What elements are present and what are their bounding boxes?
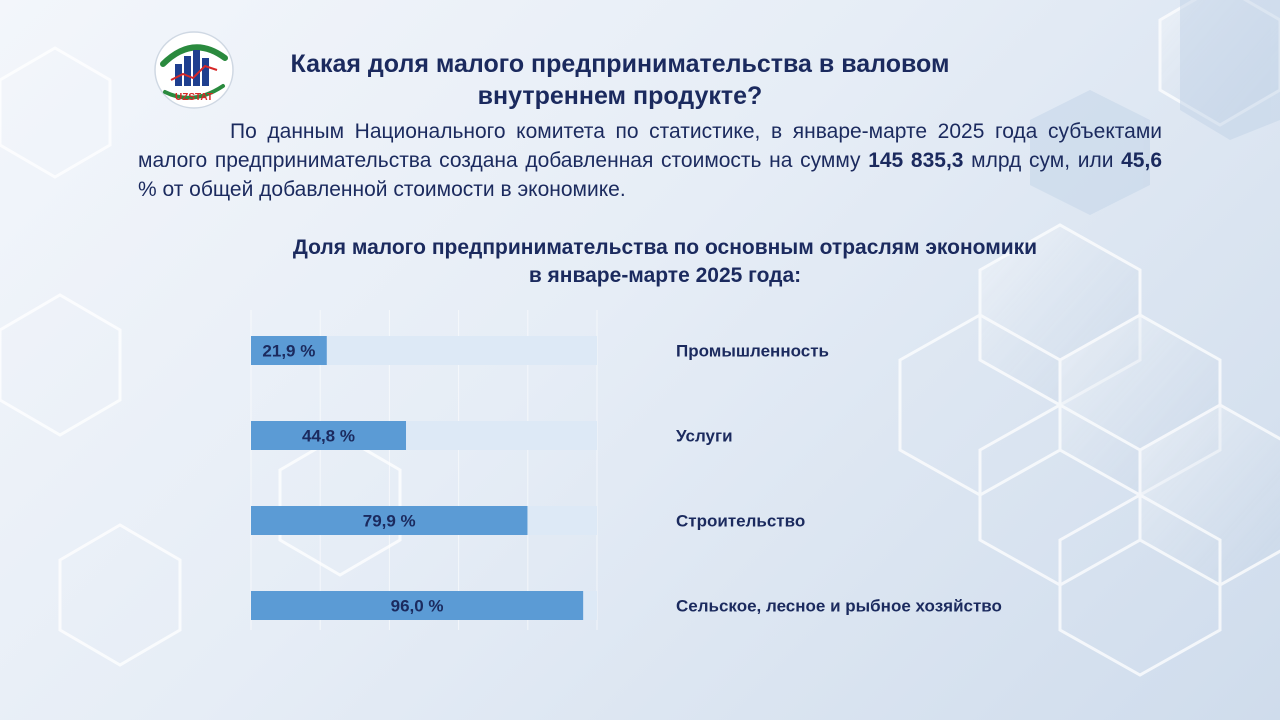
intro-paragraph: По данным Национального комитета по стат… (138, 117, 1162, 204)
intro-text-part1: По данным Национального комитета по стат… (138, 120, 1162, 172)
uzstat-logo: UZSTAT (154, 31, 234, 109)
chart-title: Доля малого предпринимательства по основ… (190, 234, 1140, 290)
bar-value-label: 44,8 % (302, 427, 355, 446)
chart-title-line2: в январе-марте 2025 года: (528, 264, 802, 287)
intro-text-part3: % от общей добавленной стоимости в эконо… (138, 178, 626, 201)
category-label: Услуги (676, 427, 733, 446)
intro-share: 45,6 (1121, 149, 1162, 172)
category-label: Сельское, лесное и рыбное хозяйство (676, 597, 1002, 616)
bar (251, 421, 407, 450)
category-label: Промышленность (676, 342, 829, 361)
bar-value-label: 79,9 % (363, 512, 416, 531)
sector-share-bar-chart: 21,9 % Промышленность 44,8 % Услуги 79,9 % Ст… (250, 310, 1002, 630)
bar (251, 591, 584, 620)
intro-amount: 145 835,3 (868, 149, 964, 172)
category-label: Строительство (676, 512, 805, 531)
page-title: Какая доля малого предпринимательства в … (290, 50, 950, 110)
intro-text-part2: млрд сум, или (963, 149, 1122, 172)
chart-title-line1: Доля малого предпринимательства по основ… (292, 236, 1038, 259)
logo-text: UZSTAT (175, 92, 213, 103)
bar (251, 506, 528, 535)
bar (251, 336, 327, 365)
bar-value-label: 96,0 % (391, 597, 444, 616)
bar-value-label: 21,9 % (262, 342, 315, 361)
